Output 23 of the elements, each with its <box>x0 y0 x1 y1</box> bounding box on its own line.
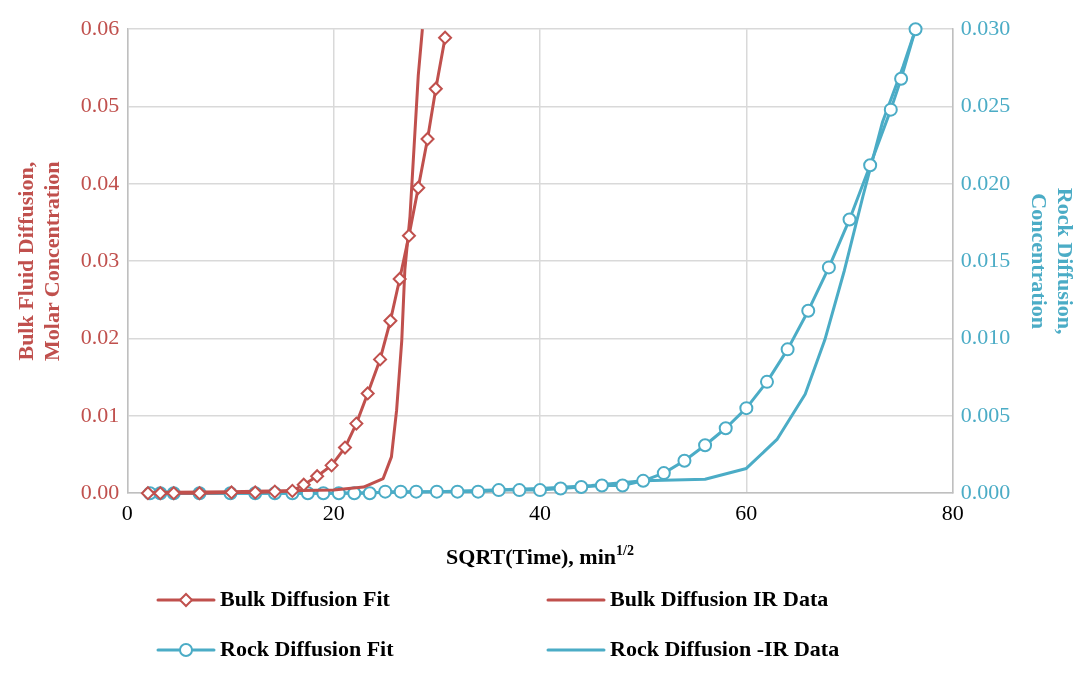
y-tick-label: 0.05 <box>80 92 120 118</box>
x-tick-label: 20 <box>322 500 345 526</box>
y2-tick-label: 0.010 <box>960 324 1011 350</box>
legend-label: Bulk Diffusion IR Data <box>610 585 829 611</box>
y-tick-label: 0.06 <box>80 14 120 40</box>
x-tick-label: 60 <box>735 500 758 526</box>
legend-label: Rock Diffusion Fit <box>220 635 395 661</box>
y2-tick-label: 0.015 <box>960 246 1011 272</box>
y-tick-label: 0.03 <box>80 246 120 272</box>
y2-tick-label: 0.005 <box>960 401 1011 427</box>
y-axis-title: Bulk Fluid Diffusion, Molar Concentration <box>12 161 65 361</box>
y-tick-label: 0.02 <box>80 324 120 350</box>
legend-label: Rock Diffusion -IR Data <box>610 635 840 661</box>
legend-label: Bulk Diffusion Fit <box>220 585 391 611</box>
y2-tick-label: 0.020 <box>960 169 1011 195</box>
y2-axis-title: Rock Diffusion, Concentration <box>1026 187 1079 335</box>
y-tick-label: 0.01 <box>80 401 120 427</box>
y2-tick-label: 0.030 <box>960 14 1011 40</box>
x-tick-label: 0 <box>121 500 133 526</box>
y2-tick-label: 0.025 <box>960 92 1011 118</box>
y-tick-label: 0.00 <box>80 478 120 504</box>
y-tick-label: 0.04 <box>80 169 120 195</box>
x-tick-label: 40 <box>529 500 551 526</box>
